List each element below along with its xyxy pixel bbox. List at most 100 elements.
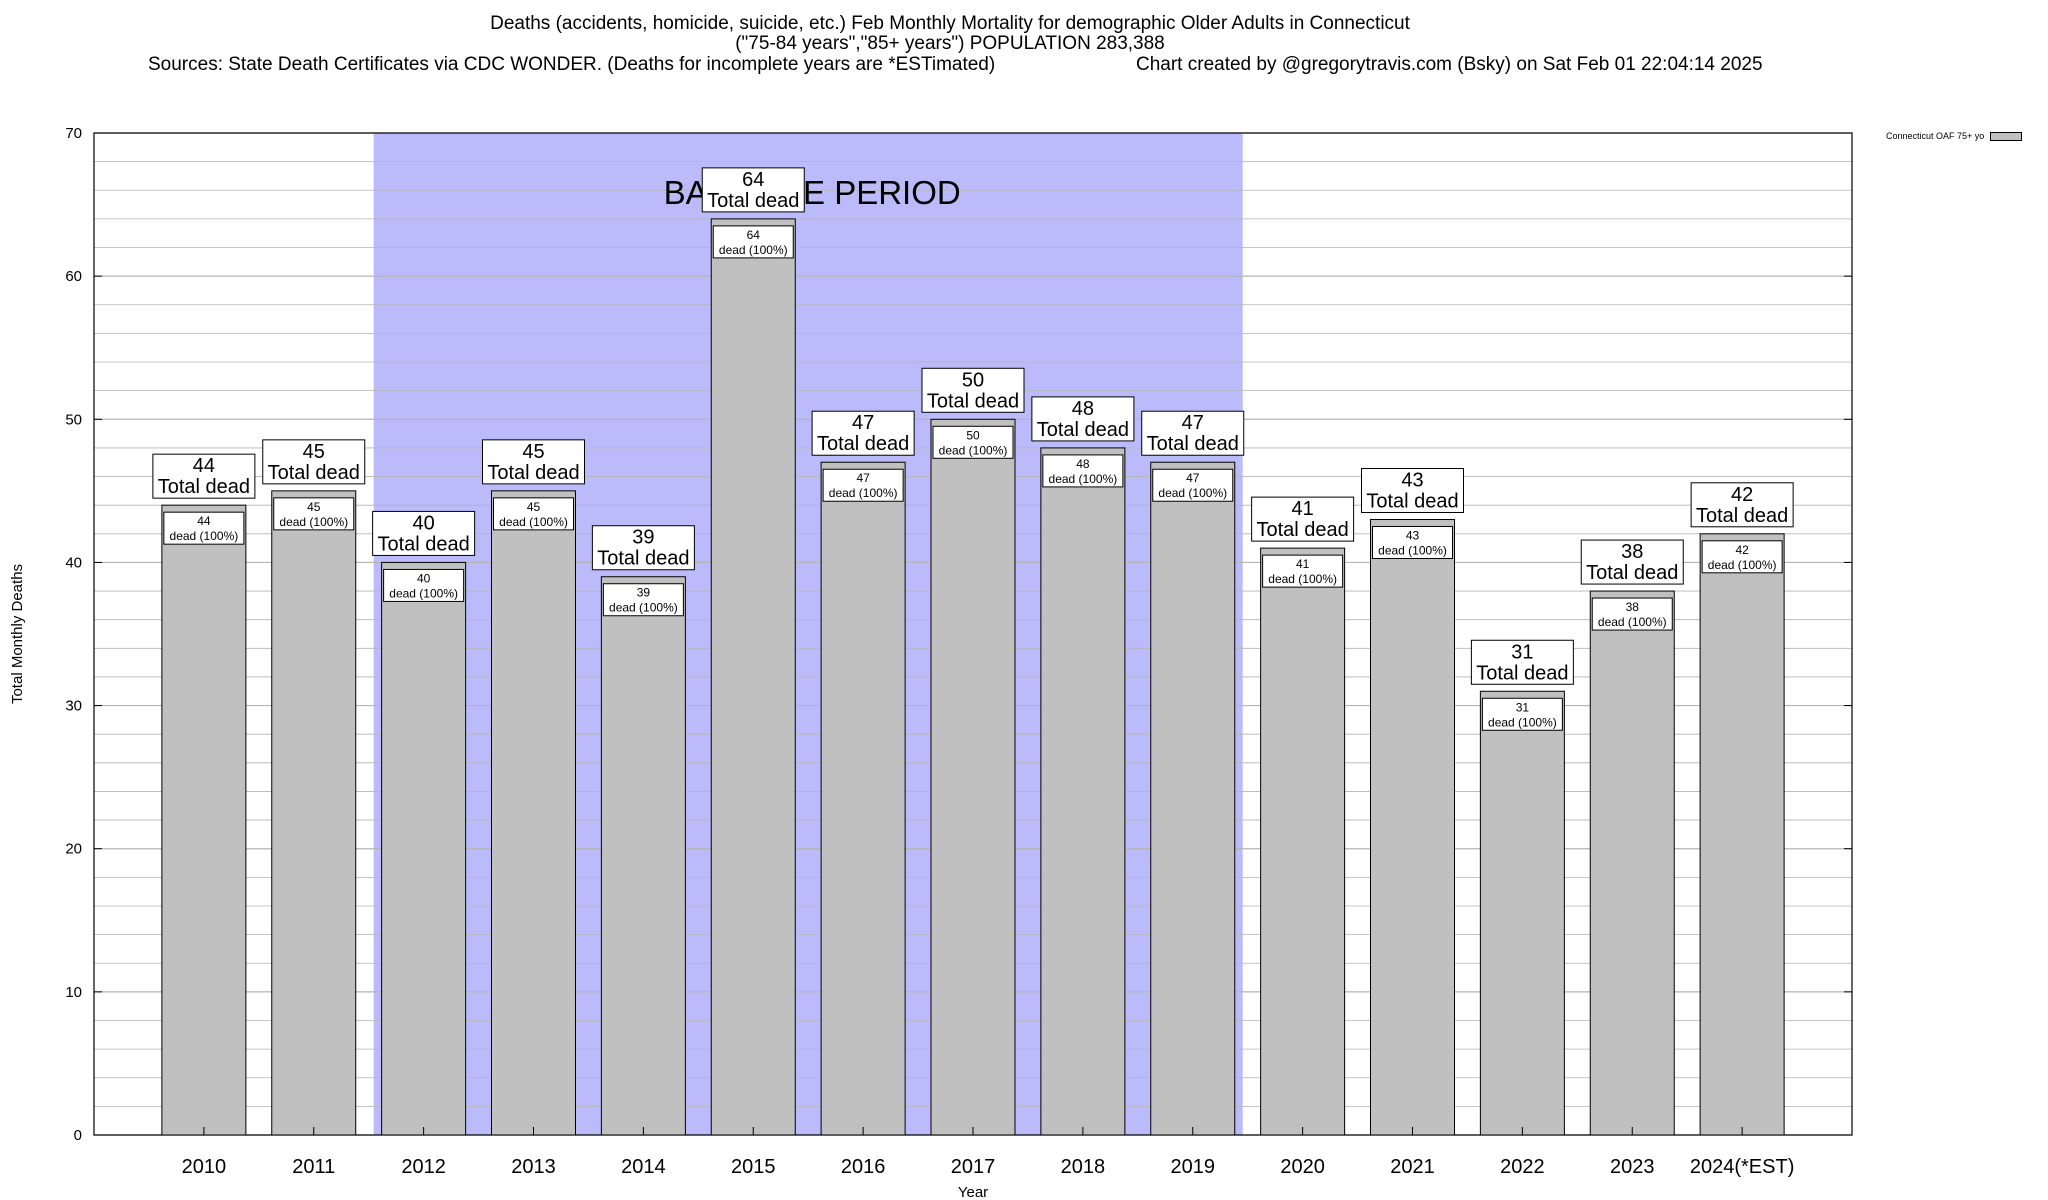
bar-inner-value-label: 42: [1735, 543, 1749, 557]
bar: [710, 218, 796, 1136]
bar-inner-value-label: 64: [747, 228, 761, 242]
bar: [1699, 533, 1785, 1136]
x-tick-label: 2022: [1500, 1156, 1545, 1178]
bar-inner-label-box: [932, 425, 1014, 459]
bar-inner-value-label: 48: [1076, 457, 1090, 471]
bar-top-label-box: [482, 439, 585, 485]
x-tick-label: 2015: [731, 1156, 776, 1178]
bar-inner-value-label: 47: [1186, 471, 1200, 485]
x-tick-label: 2016: [841, 1156, 886, 1178]
bar-top-value-label: 39: [632, 527, 654, 549]
bar-inner-value-label: 43: [1406, 528, 1420, 542]
bar-top-total-label: Total dead: [1586, 562, 1678, 584]
y-tick-label: 60: [65, 268, 82, 285]
bar-inner-label-box: [1372, 525, 1453, 559]
chart-title-line-1: Deaths (accidents, homicide, suicide, et…: [490, 13, 1410, 34]
bar-top-total-label: Total dead: [1366, 490, 1458, 512]
bar-inner-label-box: [1042, 454, 1124, 488]
bar-inner-label-box: [602, 583, 684, 617]
bar-top-total-label: Total dead: [377, 533, 469, 555]
bar-inner-percent-label: dead (100%): [279, 515, 348, 529]
legend-label: Connecticut OAF 75+ yo: [1886, 131, 1985, 141]
bar-top-total-label: Total dead: [1037, 419, 1129, 441]
bar-top-value-label: 43: [1401, 469, 1423, 491]
x-tick-label: 2011: [292, 1156, 335, 1178]
bar: [820, 461, 906, 1136]
bar-top-value-label: 48: [1072, 398, 1094, 420]
bar-top-label-box: [152, 453, 256, 499]
bar-inner-value-label: 31: [1516, 700, 1530, 714]
x-tick-label: 2013: [511, 1156, 556, 1178]
y-tick-label: 10: [65, 984, 82, 1001]
bar-top-label-box: [1470, 639, 1574, 685]
bar-top-label-box: [1251, 496, 1355, 542]
bar-top-total-label: Total dead: [487, 462, 579, 484]
bar: [1260, 547, 1346, 1136]
bar: [1370, 518, 1455, 1136]
bar: [1589, 590, 1675, 1136]
bar-inner-label-box: [1152, 468, 1234, 502]
x-tick-label: 2012: [401, 1156, 446, 1178]
chart-source-note: Sources: State Death Certificates via CD…: [148, 54, 996, 75]
bar-top-total-label: Total dead: [1476, 662, 1568, 684]
bar-inner-label-box: [273, 497, 355, 531]
bar: [271, 490, 357, 1136]
x-tick-label: 2024(*EST): [1690, 1156, 1795, 1178]
y-tick-label: 70: [65, 125, 82, 142]
chart-title-block: Deaths (accidents, homicide, suicide, et…: [0, 14, 1900, 54]
bar-inner-percent-label: dead (100%): [389, 586, 458, 600]
bar-top-total-label: Total dead: [707, 190, 799, 212]
bar-top-value-label: 40: [413, 512, 435, 534]
bar-inner-value-label: 41: [1296, 557, 1310, 571]
bar-inner-percent-label: dead (100%): [1488, 715, 1557, 729]
bar-top-value-label: 41: [1292, 498, 1314, 520]
bar-inner-percent-label: dead (100%): [939, 443, 1008, 457]
bar-inner-label-box: [712, 225, 794, 259]
bar-top-value-label: 47: [852, 412, 874, 434]
bar-top-value-label: 44: [193, 455, 215, 477]
bar-top-total-label: Total dead: [158, 476, 250, 498]
bar: [381, 561, 467, 1136]
y-axis-label: Total Monthly Deaths: [9, 564, 26, 704]
bar-inner-value-label: 45: [527, 500, 541, 514]
bar-top-total-label: Total dead: [927, 390, 1019, 412]
bar-top-value-label: 64: [742, 169, 764, 191]
bar-inner-percent-label: dead (100%): [1708, 558, 1777, 572]
bar-inner-value-label: 50: [966, 428, 980, 442]
bar-top-value-label: 47: [1182, 412, 1204, 434]
bar-top-label-box: [591, 525, 695, 571]
bar-top-value-label: 45: [522, 441, 544, 463]
bar: [161, 504, 247, 1136]
bar-top-label-box: [372, 510, 476, 556]
bar-inner-value-label: 39: [637, 586, 651, 600]
bar-inner-value-label: 38: [1626, 600, 1640, 614]
bar-inner-percent-label: dead (100%): [499, 515, 568, 529]
bar-inner-label-box: [1481, 697, 1563, 731]
bar-top-total-label: Total dead: [597, 548, 689, 570]
y-tick-label: 50: [65, 411, 82, 428]
bar-top-label-box: [262, 439, 366, 485]
bar-top-label-box: [811, 410, 915, 456]
x-tick-label: 2017: [951, 1156, 996, 1178]
x-tick-label: 2020: [1280, 1156, 1325, 1178]
bar-inner-value-label: 45: [307, 500, 321, 514]
bar-top-total-label: Total dead: [817, 433, 909, 455]
bar-top-label-box: [701, 167, 805, 213]
chart-title-line-2: ("75-84 years","85+ years") POPULATION 2…: [735, 33, 1165, 54]
bar: [930, 418, 1016, 1136]
y-tick-label: 0: [74, 1127, 82, 1144]
x-tick-label: 2010: [182, 1156, 227, 1178]
x-tick-label: 2014: [621, 1156, 666, 1178]
bar-top-total-label: Total dead: [1256, 519, 1348, 541]
bar-inner-percent-label: dead (100%): [170, 529, 239, 543]
bar-inner-label-box: [493, 497, 574, 531]
bar-top-value-label: 38: [1621, 541, 1643, 563]
y-tick-label: 40: [65, 554, 82, 571]
bar-top-label-box: [1580, 539, 1684, 585]
bar-top-total-label: Total dead: [268, 462, 360, 484]
bar-top-label-box: [1031, 396, 1135, 442]
x-axis-label: Year: [958, 1184, 988, 1200]
bar-inner-label-box: [1701, 540, 1783, 574]
bar-top-value-label: 45: [303, 441, 325, 463]
